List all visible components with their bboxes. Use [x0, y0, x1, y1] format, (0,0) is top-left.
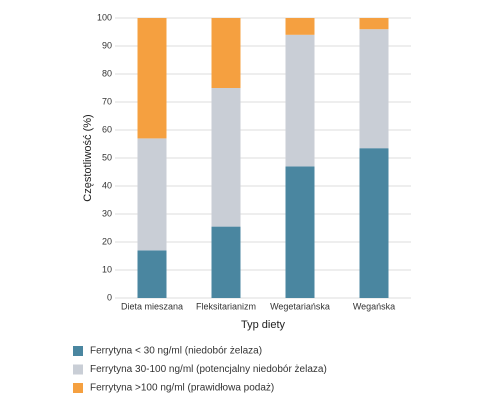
bar-segment: [359, 148, 389, 298]
x-tick-label: Fleksitarianizm: [196, 301, 256, 311]
legend-swatch: [73, 346, 83, 356]
y-tick-label: 30: [102, 208, 112, 218]
bar-segment: [211, 226, 241, 298]
y-tick-label: 0: [107, 292, 112, 302]
x-tick-label: Wegańska: [353, 301, 395, 311]
legend-swatch: [73, 383, 83, 393]
bar-segment: [137, 138, 167, 251]
y-tick-label: 90: [102, 40, 112, 50]
bar-segment: [359, 18, 389, 30]
bar-segment: [211, 88, 241, 227]
legend-label: Ferrytyna < 30 ng/ml (niedobór żelaza): [90, 346, 262, 357]
bar-segment: [285, 34, 315, 167]
x-tick-label: Wegetariańska: [270, 301, 330, 311]
y-tick-label: 50: [102, 152, 112, 162]
x-tick-label: Dieta mieszana: [121, 301, 183, 311]
y-tick-label: 60: [102, 124, 112, 134]
bar-segment: [137, 250, 167, 298]
legend-label: Ferrytyna 30-100 ng/ml (potencjalny nied…: [90, 364, 327, 375]
legend-swatch: [73, 364, 83, 375]
y-tick-label: 100: [97, 12, 112, 22]
y-axis-title: Częstotliwość (%): [82, 114, 94, 201]
y-tick-label: 20: [102, 236, 112, 246]
bar-segment: [359, 29, 389, 149]
y-tick-label: 40: [102, 180, 112, 190]
legend-label: Ferrytyna >100 ng/ml (prawidłowa podaż): [90, 383, 274, 394]
bar-segment: [211, 18, 241, 88]
y-tick-label: 70: [102, 96, 112, 106]
bar-segment: [285, 18, 315, 35]
x-axis-title: Typ diety: [241, 319, 286, 331]
bar-segment: [285, 166, 315, 298]
bar-segment: [137, 18, 167, 139]
y-tick-label: 10: [102, 264, 112, 274]
y-tick-label: 80: [102, 68, 112, 78]
